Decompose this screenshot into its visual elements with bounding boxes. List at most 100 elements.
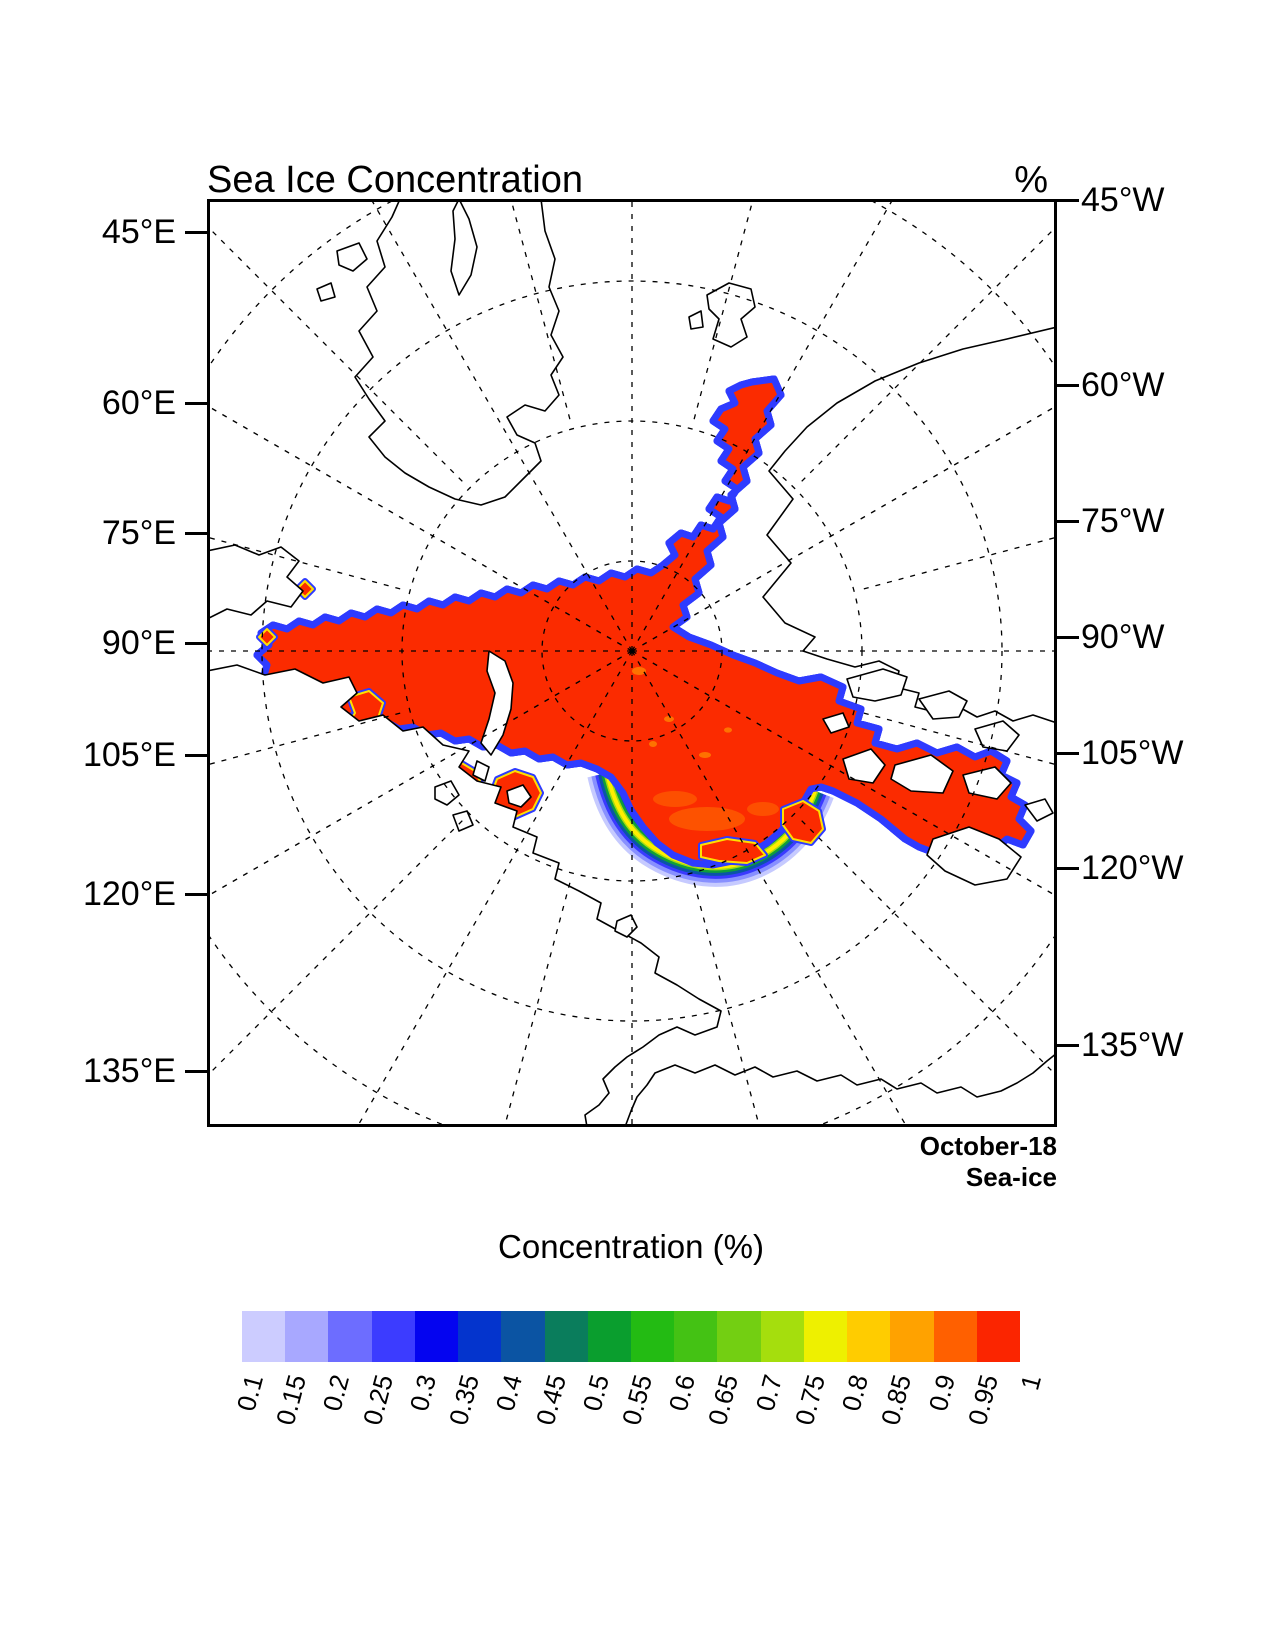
colorbar-tick-label: 0.6 [662,1371,702,1415]
latitude-circle [541,560,723,742]
colorbar-segment [501,1311,545,1362]
left-axis-tick [185,402,207,405]
right-axis-label: 75°W [1081,502,1165,540]
left-axis-tick [185,642,207,645]
right-axis-label: 120°W [1081,849,1184,887]
colorbar-segment [847,1311,891,1362]
colorbar-tick-label: 0.25 [356,1371,399,1429]
colorbar-segment [890,1311,934,1362]
right-axis-tick [1057,867,1079,870]
colorbar-tick-label: 0.95 [961,1371,1004,1429]
colorbar-segment [674,1311,718,1362]
map-frame [207,199,1057,1127]
left-axis-label: 105°E [82,736,176,774]
left-axis-label: 75°E [101,514,176,552]
colorbar-tick-label: 1 [1014,1371,1048,1394]
right-axis-label: 135°W [1081,1026,1184,1064]
colorbar [242,1311,1020,1362]
colorbar-tick-label: 0.55 [615,1371,659,1429]
colorbar-tick-label: 0.4 [490,1371,529,1415]
colorbar-segment [933,1311,977,1362]
colorbar-tick-label: 0.1 [230,1371,270,1415]
right-axis-tick [1057,199,1079,202]
colorbar-segment [587,1311,631,1362]
meridian-line [801,225,1057,482]
right-axis-tick [1057,752,1079,755]
right-axis-label: 60°W [1081,366,1165,404]
colorbar-segment [717,1311,761,1362]
left-axis-label: 90°E [101,624,176,662]
coastline-novaya-zemlya [480,650,514,756]
meridian-line [207,536,401,590]
left-axis-label: 120°E [82,875,176,913]
colorbar-title: Concentration (%) [498,1228,764,1265]
coastline-banks [842,748,886,784]
colorbar-segment [760,1311,804,1362]
coastline-scandinavia [354,199,564,506]
unit-label: % [1014,159,1048,201]
coastline-island-d [1024,798,1054,822]
meridian-line [207,712,401,766]
colorbar-segment [285,1311,329,1362]
coastline-island-a [336,242,368,272]
meridian-line [801,820,1057,1077]
colorbar-tick-label: 0.2 [317,1371,356,1415]
coastline-layer [207,199,1057,1127]
right-axis-tick [1057,1044,1079,1047]
graticule-layer [207,199,1057,1127]
right-axis-tick [1057,520,1079,523]
coastline-island-c [450,199,478,296]
coastline-island-b [316,282,336,302]
meridian-line [503,882,571,1127]
left-axis-tick [185,893,207,896]
coastline-svalbard [706,282,756,348]
map-svg [207,199,1057,1127]
coastline-severnaya-1 [434,780,460,806]
left-axis-label: 135°E [82,1052,176,1090]
colorbar-segment [458,1311,502,1362]
colorbar-tick-label: 0.75 [788,1371,831,1429]
meridian-line [207,225,463,482]
meridian-line [693,882,761,1127]
right-axis-label: 45°W [1081,181,1165,219]
coastline-vaygach [472,760,490,782]
coastline-devon [918,690,968,720]
right-axis-tick [1057,636,1079,639]
meridian-line [510,199,571,420]
coastline-franz-josef [506,784,532,808]
left-axis-label: 60°E [101,384,176,422]
coastline-somerset [974,720,1020,752]
colorbar-segment [242,1311,286,1362]
colorbar-tick-label: 0.65 [702,1371,745,1429]
coastline-ellesmere [846,668,908,702]
colorbar-segment [976,1311,1020,1362]
colorbar-tick-label: 0.8 [835,1371,875,1415]
right-axis-tick [1057,384,1079,387]
colorbar-segment [328,1311,372,1362]
page-title: Sea Ice Concentration [207,159,584,201]
meridian-line [207,820,463,1077]
meridian-line [863,536,1057,590]
meridian-line [863,712,1057,766]
meridian-line [693,199,754,420]
colorbar-tick-label: 0.7 [749,1371,788,1415]
left-axis-label: 45°E [101,213,176,251]
coastline-kanin [207,544,304,620]
right-axis-label: 105°W [1081,734,1184,772]
colorbar-tick-label: 0.15 [270,1371,313,1429]
ice-interior-speckles [632,667,779,831]
annotation-field: Sea-ice [965,1162,1057,1192]
coastline-baffin [926,826,1022,886]
annotation-date: October-18 [919,1131,1057,1161]
coastline-severnaya-2 [452,810,474,832]
latitude-circle [261,280,1003,1022]
coastline-victoria [890,754,954,794]
colorbar-segment [371,1311,415,1362]
colorbar-segment [544,1311,588,1362]
colorbar-segment [803,1311,848,1362]
coastline-siberia [207,664,722,1127]
coastline-svalbard-west [688,310,704,330]
colorbar-tick-label: 0.3 [403,1371,442,1415]
colorbar-segment [414,1311,459,1362]
